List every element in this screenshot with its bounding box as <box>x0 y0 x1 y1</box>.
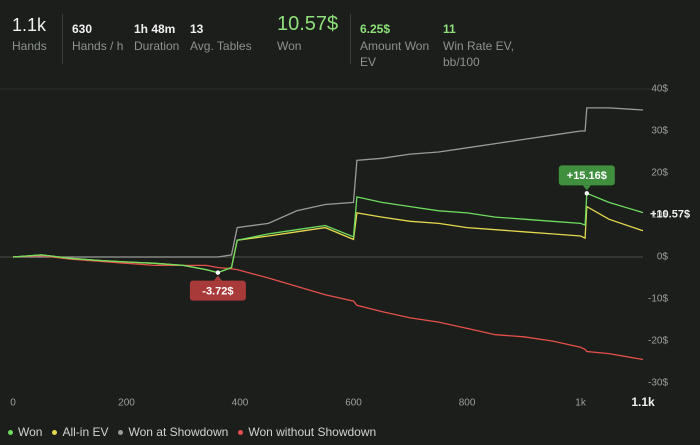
annotation-point <box>215 270 221 275</box>
series-line <box>13 107 644 258</box>
stat-label: Hands / h <box>72 39 124 53</box>
legend-label: Won without Showdown <box>248 425 377 439</box>
x-tick-label: 0 <box>10 398 16 409</box>
legend-item[interactable]: Won without Showdown <box>238 425 376 439</box>
annotation-pointer <box>582 185 591 191</box>
stat: 6.25$ Amount Won EV <box>360 12 436 70</box>
stat: 630 Hands / h <box>72 12 123 54</box>
stat-value: 1.1k <box>12 15 47 35</box>
annotation-box <box>189 280 246 301</box>
stat: 10.57$ Won <box>277 12 338 54</box>
stat-label: Hands <box>12 39 47 53</box>
series-line <box>12 205 644 274</box>
stat: 1h 48m Duration <box>134 12 179 54</box>
x-tick-label: 800 <box>459 398 476 409</box>
y-tick-label: 30$ <box>651 126 668 137</box>
annotation-label: -3.72$ <box>202 286 233 298</box>
legend-label: Won <box>18 425 43 439</box>
y-tick-label: 40$ <box>651 84 668 95</box>
y-tick-label: 0$ <box>657 252 669 263</box>
annotation-box <box>558 165 615 186</box>
x-tick-label: 200 <box>118 398 135 409</box>
series-line <box>12 255 644 361</box>
x-tick-label: 1.1k <box>631 395 655 409</box>
legend-dot <box>8 429 13 435</box>
stat-value: 10.57$ <box>277 13 339 35</box>
y-tick-label: -30$ <box>648 378 668 389</box>
separator <box>350 14 351 64</box>
x-tick-label: 400 <box>232 398 249 409</box>
legend-item[interactable]: Won <box>8 425 42 439</box>
stat-value: 11 <box>443 22 456 36</box>
legend: Won All-in EV Won at Showdown Won without S… <box>8 425 376 439</box>
annotation-point <box>584 191 590 196</box>
stat-label: Won <box>277 39 302 53</box>
stat-value: 630 <box>72 22 93 36</box>
stat: 13 Avg. Tables <box>190 12 252 54</box>
annotation-pointer <box>213 275 222 281</box>
x-tick-label: 1k <box>575 398 587 409</box>
legend-label: Won at Showdown <box>128 425 229 439</box>
series-line <box>12 192 644 274</box>
stat-label: Amount Won EV <box>360 39 430 69</box>
y-tick-label: 20$ <box>651 168 668 179</box>
stat-label: Win Rate EV, bb/100 <box>443 39 514 69</box>
separator <box>62 14 63 64</box>
legend-dot <box>238 429 244 435</box>
stat: 11 Win Rate EV, bb/100 <box>443 12 523 70</box>
x-tick-label: 600 <box>345 398 362 409</box>
y-tick-label: 10$ <box>651 210 668 221</box>
stat-label: Avg. Tables <box>190 39 252 53</box>
legend-label: All-in EV <box>62 425 109 439</box>
y-tick-label: -20$ <box>648 336 668 347</box>
end-label: +10.57$ <box>650 209 690 221</box>
stat: 1.1k Hands <box>12 12 47 54</box>
legend-dot <box>52 429 58 435</box>
stat-value: 1h 48m <box>134 22 176 36</box>
stat-value: 13 <box>190 22 204 36</box>
stat-label: Duration <box>134 39 180 53</box>
y-tick-label: -10$ <box>648 294 668 305</box>
legend-dot <box>118 429 124 435</box>
stat-value: 6.25$ <box>360 22 391 36</box>
legend-item[interactable]: All-in EV <box>52 425 108 439</box>
legend-item[interactable]: Won at Showdown <box>118 425 228 439</box>
annotation-label: +15.16$ <box>567 170 607 182</box>
